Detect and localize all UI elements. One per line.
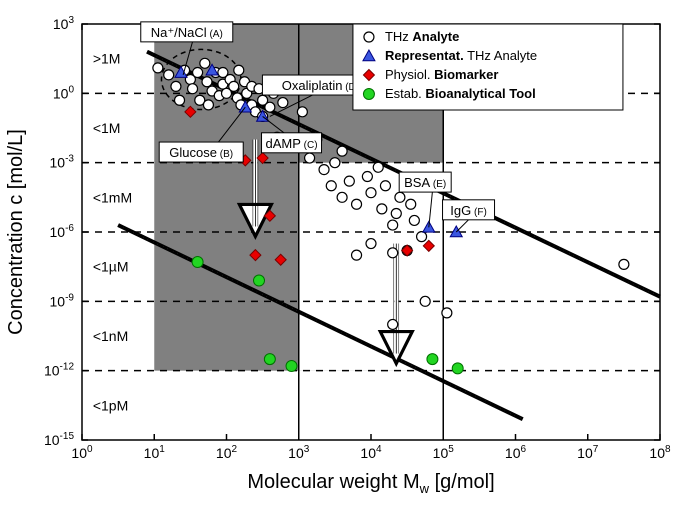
svg-text:102: 102 — [216, 444, 238, 461]
region-label: <1mM — [93, 189, 132, 205]
y-axis-label: Concentration c [mol/L] — [5, 129, 27, 335]
legend-item: THz Analyte — [385, 29, 459, 44]
svg-text:101: 101 — [144, 444, 166, 461]
svg-text:105: 105 — [433, 444, 455, 461]
legend-item: Physiol. Biomarker — [385, 67, 498, 82]
svg-text:107: 107 — [577, 444, 599, 461]
legend-item: Estab. Bioanalytical Tool — [385, 86, 536, 101]
svg-text:108: 108 — [649, 444, 671, 461]
svg-text:10-15: 10-15 — [44, 431, 74, 448]
svg-text:100: 100 — [71, 444, 93, 461]
region-label: <1nM — [93, 328, 128, 344]
svg-text:10-9: 10-9 — [50, 292, 75, 309]
region-label: <1µM — [93, 259, 129, 275]
svg-text:10-12: 10-12 — [44, 362, 74, 379]
svg-text:103: 103 — [53, 15, 75, 32]
svg-text:100: 100 — [53, 84, 75, 101]
region-label: <1pM — [93, 397, 128, 413]
svg-text:10-6: 10-6 — [50, 223, 75, 240]
region-label: >1M — [93, 51, 121, 67]
svg-text:10-3: 10-3 — [50, 154, 75, 171]
svg-text:104: 104 — [360, 444, 382, 461]
x-axis-label: Molecular weight Mw [g/mol] — [247, 471, 494, 496]
svg-text:103: 103 — [288, 444, 310, 461]
scatter-plot: 100 101 102 103 104 105 106 107 108 10-15 10-12 10-… — [0, 0, 685, 519]
legend-item: Representat. THz Analyte — [385, 48, 537, 63]
svg-text:106: 106 — [505, 444, 527, 461]
region-label: <1M — [93, 120, 121, 136]
